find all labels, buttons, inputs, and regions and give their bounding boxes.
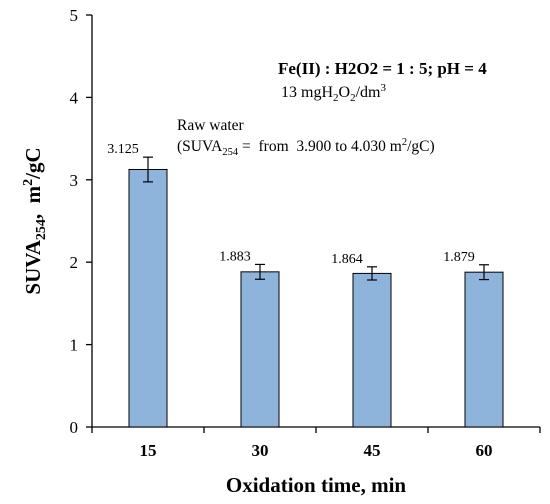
data-labels: 3.125 1.883 1.864 1.879 — [107, 142, 475, 267]
raw-water-annotation-line2: (SUVA254 = from 3.900 to 4.030 m2/gC) — [177, 137, 435, 158]
condition-annotation-line1: Fe(II) : H2O2 = 1 : 5; pH = 4 — [278, 59, 487, 78]
x-tick-label: 45 — [364, 441, 381, 460]
data-label: 3.125 — [107, 142, 139, 157]
y-tick-label: 5 — [70, 6, 79, 25]
condition-annotation-line2: 13 mgH2O2/dm3 — [281, 82, 386, 104]
bar — [240, 271, 280, 428]
x-tick-label: 15 — [140, 441, 157, 460]
bar — [352, 272, 392, 428]
y-tick-label: 0 — [70, 418, 79, 437]
bar — [128, 169, 168, 428]
data-label: 1.883 — [219, 249, 251, 264]
x-tick-label: 30 — [252, 441, 269, 460]
x-tick-label: 60 — [476, 441, 493, 460]
x-axis-title: Oxidation time, min — [226, 473, 407, 497]
bar — [464, 271, 504, 428]
raw-water-annotation-line1: Raw water — [177, 117, 245, 134]
y-tick-label: 2 — [70, 253, 79, 272]
data-label: 1.879 — [443, 250, 475, 265]
y-tick-label: 4 — [70, 88, 79, 107]
bars — [128, 169, 504, 428]
y-tick-label: 1 — [70, 336, 79, 355]
error-bars — [143, 156, 489, 281]
data-label: 1.864 — [331, 252, 363, 267]
y-tick-label: 3 — [70, 171, 79, 190]
y-ticks: 0 1 2 3 4 5 — [70, 6, 92, 437]
x-ticks: 15 30 45 60 — [91, 427, 541, 460]
y-axis-title: SUVA254, m2/gC — [21, 147, 49, 294]
